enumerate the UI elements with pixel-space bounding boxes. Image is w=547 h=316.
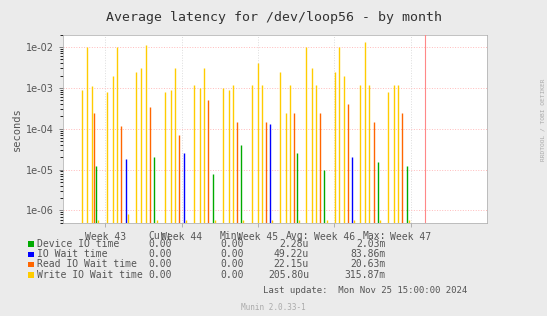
Text: 0.00: 0.00 (149, 259, 172, 270)
Text: 0.00: 0.00 (220, 270, 243, 280)
Text: Munin 2.0.33-1: Munin 2.0.33-1 (241, 303, 306, 312)
Text: 0.00: 0.00 (220, 239, 243, 249)
Text: IO Wait time: IO Wait time (37, 249, 108, 259)
Text: 0.00: 0.00 (220, 259, 243, 270)
Text: 205.80u: 205.80u (268, 270, 309, 280)
Text: RRDTOOL / TOBI OETIKER: RRDTOOL / TOBI OETIKER (541, 79, 546, 161)
Text: Write IO Wait time: Write IO Wait time (37, 270, 143, 280)
Text: Average latency for /dev/loop56 - by month: Average latency for /dev/loop56 - by mon… (106, 11, 441, 24)
Y-axis label: seconds: seconds (11, 107, 22, 151)
Text: Last update:  Mon Nov 25 15:00:00 2024: Last update: Mon Nov 25 15:00:00 2024 (264, 286, 468, 295)
Text: 0.00: 0.00 (149, 239, 172, 249)
Text: 2.28u: 2.28u (280, 239, 309, 249)
Text: Device IO time: Device IO time (37, 239, 119, 249)
Text: Min:: Min: (220, 231, 243, 241)
Text: 0.00: 0.00 (149, 249, 172, 259)
Text: 0.00: 0.00 (149, 270, 172, 280)
Text: 0.00: 0.00 (220, 249, 243, 259)
Text: 22.15u: 22.15u (274, 259, 309, 270)
Text: Max:: Max: (362, 231, 386, 241)
Text: 20.63m: 20.63m (351, 259, 386, 270)
Text: 49.22u: 49.22u (274, 249, 309, 259)
Text: 315.87m: 315.87m (345, 270, 386, 280)
Text: 83.86m: 83.86m (351, 249, 386, 259)
Text: 2.03m: 2.03m (356, 239, 386, 249)
Text: Read IO Wait time: Read IO Wait time (37, 259, 137, 270)
Text: Cur:: Cur: (149, 231, 172, 241)
Text: Avg:: Avg: (286, 231, 309, 241)
